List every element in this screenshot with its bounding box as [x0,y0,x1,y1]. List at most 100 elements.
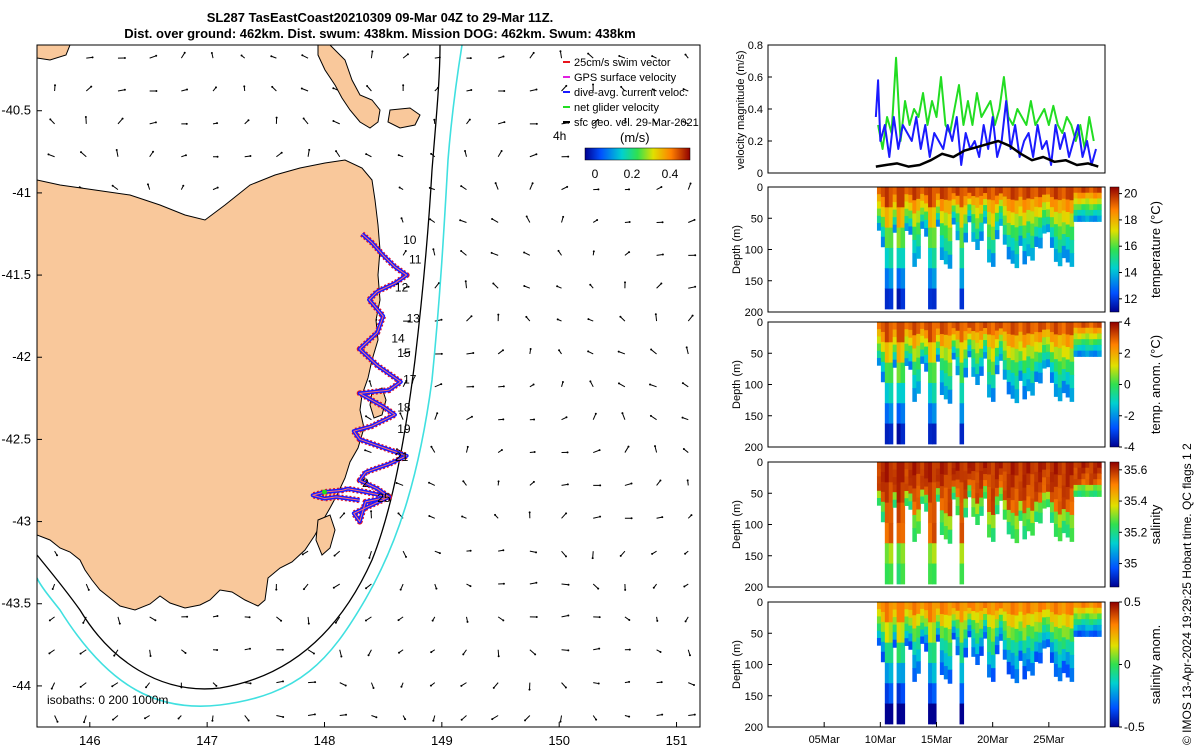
current-arrow-head [567,649,570,652]
profile-cell [947,376,953,391]
profile-cell [1018,322,1024,333]
profile-cell [1057,667,1063,682]
profile-cell [1093,350,1098,357]
profile-cell [1010,462,1016,476]
profile-cell [1069,514,1075,529]
profile-cell [1093,204,1098,211]
profile-cell [967,467,972,475]
profile-cell [1042,352,1047,361]
profile-cell [1002,234,1008,245]
current-arrow [339,714,347,716]
current-arrow-head [280,619,283,622]
profile-cell [892,632,898,641]
current-arrow [592,413,597,420]
profile-cell [1057,514,1063,529]
profile-cell [888,187,894,208]
profile-cell [975,462,980,473]
profile-cell [1085,462,1090,469]
profile-cell [1077,473,1083,480]
current-arrow-head [502,582,505,585]
profile-cell [963,367,969,378]
profile-cell [928,462,933,483]
profile-cell [896,247,902,269]
profile-cell [987,359,992,373]
current-arrow-head [83,721,86,724]
current-arrow-head [684,53,687,56]
profile-cell [888,288,894,310]
profile-cell [904,358,910,366]
current-arrow-head [628,680,631,683]
profile-cell [1077,490,1083,497]
profile-cell [920,193,925,202]
profile-cell [975,353,980,365]
profile-cell [979,637,984,647]
profile-cell [971,340,976,350]
profile-cell [1030,614,1035,627]
current-arrow [593,516,601,519]
profile-cell [963,629,969,640]
profile-cell [1014,655,1020,670]
profile-cell [983,328,988,335]
current-arrow-head [651,552,654,555]
current-arrow-head [398,651,401,654]
profile-cell [1049,472,1055,483]
colorbar-tick-label: 35 [1124,557,1138,571]
current-arrow-head [399,412,402,415]
profile-cell [900,683,906,705]
current-arrow-head [523,251,526,254]
profile-cell [1049,362,1055,373]
current-arrow-head [430,152,433,155]
profile-cell [1089,322,1094,329]
profile-cell [876,630,882,639]
day-label: 18 [397,400,411,414]
profile-cell [939,498,945,511]
profile-cell [1097,322,1102,329]
map-legend: 25cm/s swim vector GPS surface velocity … [553,57,699,143]
current-arrow-head [660,186,663,189]
profile-cell [1073,484,1079,492]
profile-cell [939,187,945,200]
current-arrow-head [689,182,692,185]
profile-cell [1065,627,1071,640]
profile-cell [912,654,917,669]
profile-cell [951,614,957,622]
profile-cell [1030,223,1035,237]
profile-cell [1046,484,1051,493]
profile-cell [943,462,949,476]
profile-cell [1085,630,1090,637]
profile-cell [1046,462,1051,470]
profile-cell [912,514,917,529]
profile-cell [1018,187,1024,198]
current-arrow-head [466,620,469,623]
profile-cell [900,602,906,623]
profile-cell [987,602,992,615]
profile-cell [1061,509,1067,522]
profile-cell [1022,212,1027,226]
current-arrow-head [470,88,473,91]
profile-cell [1073,204,1079,211]
profile-cell [1026,379,1031,392]
current-arrow-head [240,54,243,57]
profile-cell [1093,607,1098,614]
profile-cell [1034,651,1039,662]
profile-cell [979,462,984,472]
current-arrow [368,551,372,558]
current-arrow-head [681,382,684,385]
profile-cell [920,335,925,344]
profile-cell [983,632,988,639]
profile-cell [908,609,913,619]
profile-cell [1061,649,1067,662]
profile-cell [994,365,1000,375]
current-arrow [529,550,537,553]
profile-cell [1073,209,1079,217]
current-arrow-head [470,415,473,418]
current-arrow-head [567,583,570,586]
current-arrow-head [56,720,59,723]
glider-track [309,231,410,525]
profile-cell [880,196,886,208]
profile-cell [983,486,988,493]
profile-cell [924,634,929,644]
current-arrow [434,319,442,322]
profile-cell [896,268,902,290]
